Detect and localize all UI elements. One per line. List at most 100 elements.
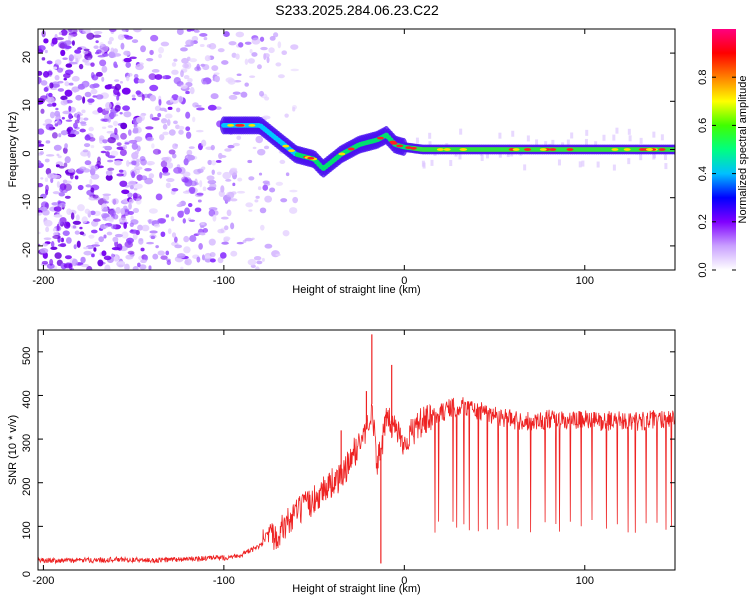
x-tick-label: -200	[32, 575, 54, 587]
noise-blob	[112, 236, 119, 243]
noise-blob	[93, 31, 103, 35]
noise-blob	[145, 126, 154, 130]
noise-blob	[54, 59, 62, 66]
noise-blob	[171, 62, 177, 67]
noise-blob	[121, 189, 130, 195]
noise-blob	[90, 187, 95, 193]
noise-blob	[102, 53, 109, 57]
noise-blob	[242, 239, 247, 243]
noise-blob	[55, 164, 60, 168]
noise-blob	[140, 259, 147, 264]
noise-blob	[119, 112, 123, 115]
noise-blob	[660, 134, 664, 141]
noise-blob	[56, 181, 61, 188]
noise-blob	[151, 117, 160, 121]
noise-blob	[210, 144, 215, 151]
colorbar-gradient	[712, 29, 736, 270]
noise-blob	[165, 250, 170, 256]
ridge-peak	[376, 136, 384, 140]
noise-blob	[185, 111, 191, 119]
noise-blob	[118, 169, 124, 173]
noise-blob	[80, 263, 90, 268]
noise-blob	[160, 231, 166, 238]
noise-blob	[38, 183, 44, 188]
noise-blob	[95, 71, 103, 77]
noise-blob	[268, 47, 275, 54]
noise-blob	[82, 96, 86, 104]
noise-blob	[62, 110, 71, 115]
noise-blob	[207, 159, 213, 165]
noise-blob	[180, 47, 188, 52]
noise-blob	[173, 236, 178, 243]
noise-blob	[162, 131, 169, 136]
noise-blob	[158, 99, 162, 106]
noise-blob	[260, 46, 268, 51]
colorbar-tick-label: 0.8	[697, 70, 709, 85]
noise-blob	[225, 178, 232, 182]
noise-blob	[194, 207, 202, 213]
y-tick-label: -20	[21, 242, 33, 258]
noise-blob	[126, 237, 134, 244]
noise-blob	[95, 40, 99, 44]
noise-blob	[236, 135, 242, 141]
noise-blob	[53, 206, 62, 212]
noise-blob	[227, 144, 235, 149]
noise-blob	[56, 67, 64, 73]
noise-blob	[112, 214, 119, 220]
noise-blob	[211, 65, 219, 71]
noise-blob	[98, 236, 105, 243]
noise-blob	[133, 77, 140, 84]
noise-blob	[275, 253, 281, 257]
noise-blob	[83, 117, 89, 121]
noise-blob	[652, 153, 656, 160]
noise-blobs	[38, 29, 668, 270]
noise-blob	[62, 147, 68, 154]
noise-blob	[64, 255, 72, 260]
noise-blob	[181, 57, 189, 64]
noise-blob	[498, 151, 502, 158]
noise-blob	[203, 36, 208, 41]
noise-blob	[106, 130, 114, 134]
noise-blob	[95, 94, 104, 100]
colorbar-label: Normalized spectral amplitude	[737, 76, 749, 224]
noise-blob	[122, 105, 130, 111]
noise-blob	[612, 164, 616, 171]
noise-blob	[144, 177, 154, 185]
noise-blob	[38, 76, 42, 84]
noise-blob	[263, 145, 270, 150]
noise-blob	[290, 68, 299, 72]
noise-blob	[91, 220, 99, 227]
noise-blob	[50, 241, 55, 248]
noise-blob	[54, 115, 60, 120]
noise-blob	[199, 180, 203, 188]
noise-blob	[113, 48, 118, 54]
noise-blob	[214, 75, 220, 83]
noise-blob	[58, 192, 65, 197]
noise-blob	[135, 63, 144, 71]
noise-blob	[277, 74, 285, 79]
noise-blob	[652, 131, 656, 138]
noise-blob	[126, 160, 130, 167]
noise-blob	[58, 165, 65, 169]
noise-blob	[74, 130, 80, 135]
noise-blob	[217, 48, 225, 53]
noise-blob	[165, 177, 175, 183]
noise-blob	[79, 226, 83, 230]
noise-blob	[102, 145, 110, 149]
noise-blob	[171, 232, 177, 238]
x-tick-label: 0	[401, 275, 407, 287]
noise-blob	[58, 220, 63, 225]
noise-blob	[136, 159, 140, 166]
noise-blob	[275, 181, 284, 186]
noise-blob	[164, 156, 172, 163]
noise-blob	[128, 129, 132, 136]
noise-blob	[227, 78, 236, 85]
y-tick-label: 300	[21, 434, 33, 452]
noise-blob	[132, 233, 138, 240]
noise-blob	[90, 165, 99, 172]
noise-blob	[38, 231, 41, 235]
noise-blob	[105, 101, 112, 110]
noise-blob	[143, 255, 149, 261]
noise-blob	[207, 104, 217, 111]
